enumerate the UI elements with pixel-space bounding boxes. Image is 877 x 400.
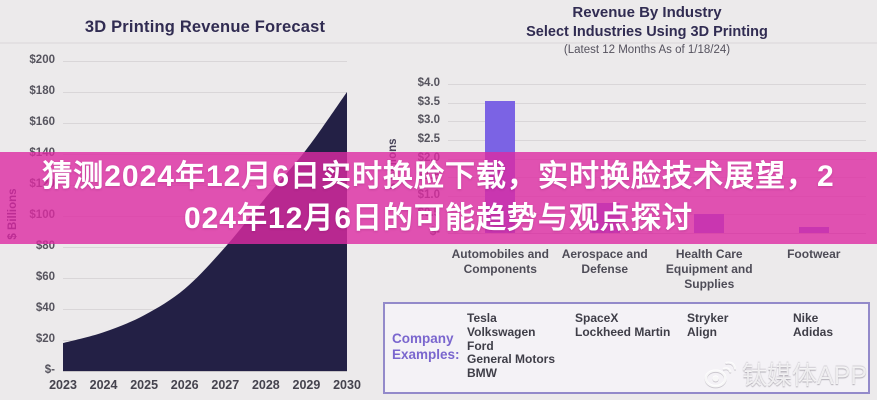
industry-y-tick-label: $2.5 <box>417 132 440 145</box>
industry-chart-title: Revenue By Industry <box>572 4 722 21</box>
headline-line-1: 猜测2024年12月6日实时换脸下载，实时换脸技术展望，2 <box>42 160 835 193</box>
company-examples-column: Tesla Volkswagen Ford General Motors BMW <box>467 311 556 381</box>
watermark-text: 钛媒体APP <box>741 362 867 390</box>
forecast-y-tick-label: $60 <box>35 271 55 283</box>
forecast-gridline <box>63 61 347 62</box>
company-examples-column: Nike Adidas <box>793 311 834 339</box>
industry-gridline <box>448 102 866 104</box>
industry-chart-subtitle: Select Industries Using 3D Printing <box>526 24 768 40</box>
forecast-gridline <box>63 340 347 341</box>
headline-banner: 猜测2024年12月6日实时换脸下载，实时换脸技术展望，2 024年12月6日的… <box>0 152 877 244</box>
forecast-x-tick-label: 2029 <box>292 378 321 392</box>
industry-y-tick-label: $3.5 <box>417 95 440 108</box>
forecast-y-tick-label: $180 <box>29 85 55 97</box>
company-examples-column: Stryker Align <box>687 311 729 339</box>
forecast-gridline <box>63 247 347 248</box>
industry-x-tick-label: Health Care Equipment and Supplies <box>665 247 753 291</box>
forecast-x-tick-label: 2024 <box>89 378 118 392</box>
forecast-chart-title: 3D Printing Revenue Forecast <box>84 18 326 36</box>
headline-line-2: 024年12月6日的可能趋势与观点探讨 <box>183 202 694 235</box>
forecast-x-tick-label: 2026 <box>170 378 199 392</box>
company-examples-label: Company Examples: <box>392 331 460 362</box>
watermark: 钛媒体APP <box>703 356 867 392</box>
forecast-gridline <box>63 309 347 310</box>
forecast-gridline <box>63 123 347 124</box>
forecast-x-tick-label: 2030 <box>333 378 361 392</box>
industry-y-tick-label: $3.0 <box>417 114 440 127</box>
industry-x-tick-label: Aerospace and Defense <box>561 247 648 276</box>
industry-gridline <box>448 139 866 141</box>
company-examples-column: SpaceX Lockheed Martin <box>575 311 671 339</box>
industry-x-tick-label: Automobiles and Components <box>451 247 549 276</box>
forecast-gridline <box>63 278 347 279</box>
industry-chart-note: (Latest 12 Months As of 1/18/24) <box>563 44 731 56</box>
forecast-x-tick-label: 2023 <box>49 378 77 392</box>
forecast-y-tick-label: $160 <box>29 116 55 128</box>
weibo-eye-icon <box>704 361 736 388</box>
forecast-x-tick-label: 2027 <box>211 378 240 392</box>
panel-edge-line <box>0 42 877 44</box>
industry-x-tick-label: Footwear <box>787 247 841 261</box>
industry-gridline <box>448 84 866 85</box>
forecast-x-tick-label: 2028 <box>251 378 280 392</box>
forecast-y-tick-label: $20 <box>35 333 55 345</box>
forecast-gridline <box>63 92 347 93</box>
forecast-y-tick-label: $- <box>44 364 55 376</box>
company-examples-box <box>383 302 870 394</box>
forecast-y-tick-label: $40 <box>35 302 55 314</box>
industry-gridline <box>448 121 866 123</box>
industry-y-tick-label: $4.0 <box>417 77 440 89</box>
forecast-gridline <box>63 371 347 372</box>
forecast-y-tick-label: $200 <box>29 54 55 66</box>
forecast-x-tick-label: 2025 <box>130 378 159 392</box>
